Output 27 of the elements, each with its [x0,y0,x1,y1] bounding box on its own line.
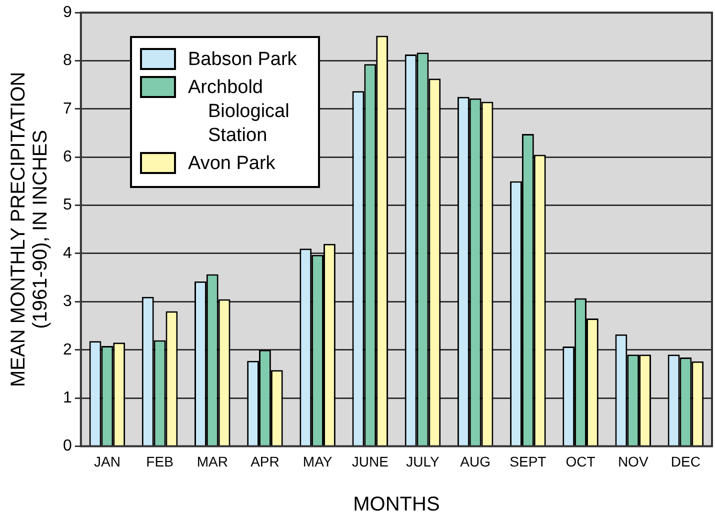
x-tick-label: JUNE [352,453,388,470]
y-tick-label: 8 [62,52,72,70]
x-tick-label: MAR [196,453,228,470]
x-axis-title: MONTHS [353,494,440,516]
y-tick-label: 7 [62,100,72,118]
legend-label: Archbold Biological Station [188,76,290,148]
y-axis-title: MEAN MONTHLY PRECIPITATION (1961-90), IN INCHES [8,72,52,388]
y-tick-label: 1 [62,389,72,406]
y-tick-label: 4 [62,244,72,262]
x-tick-label: JAN [94,453,120,470]
x-tick-label: OCT [566,453,596,470]
y-tick-label: 9 [62,4,72,22]
y-tick-label: 0 [62,438,72,455]
x-tick-label: SEPT [510,453,547,470]
legend-label: Babson Park [188,48,297,72]
x-tick-label: DEC [670,453,700,470]
legend-label: Avon Park [188,152,276,176]
x-tick-label: MAY [302,453,333,470]
y-tick-label: 3 [62,293,72,310]
x-tick-label: APR [250,453,280,470]
y-tick-label: 5 [62,196,72,214]
x-tick-label: FEB [146,453,174,470]
x-tick-label: NOV [618,453,649,470]
y-tick-label: 2 [62,341,72,358]
x-tick-label: JULY [406,453,440,470]
x-tick-label: AUG [460,453,491,470]
y-tick-label: 6 [62,148,72,166]
